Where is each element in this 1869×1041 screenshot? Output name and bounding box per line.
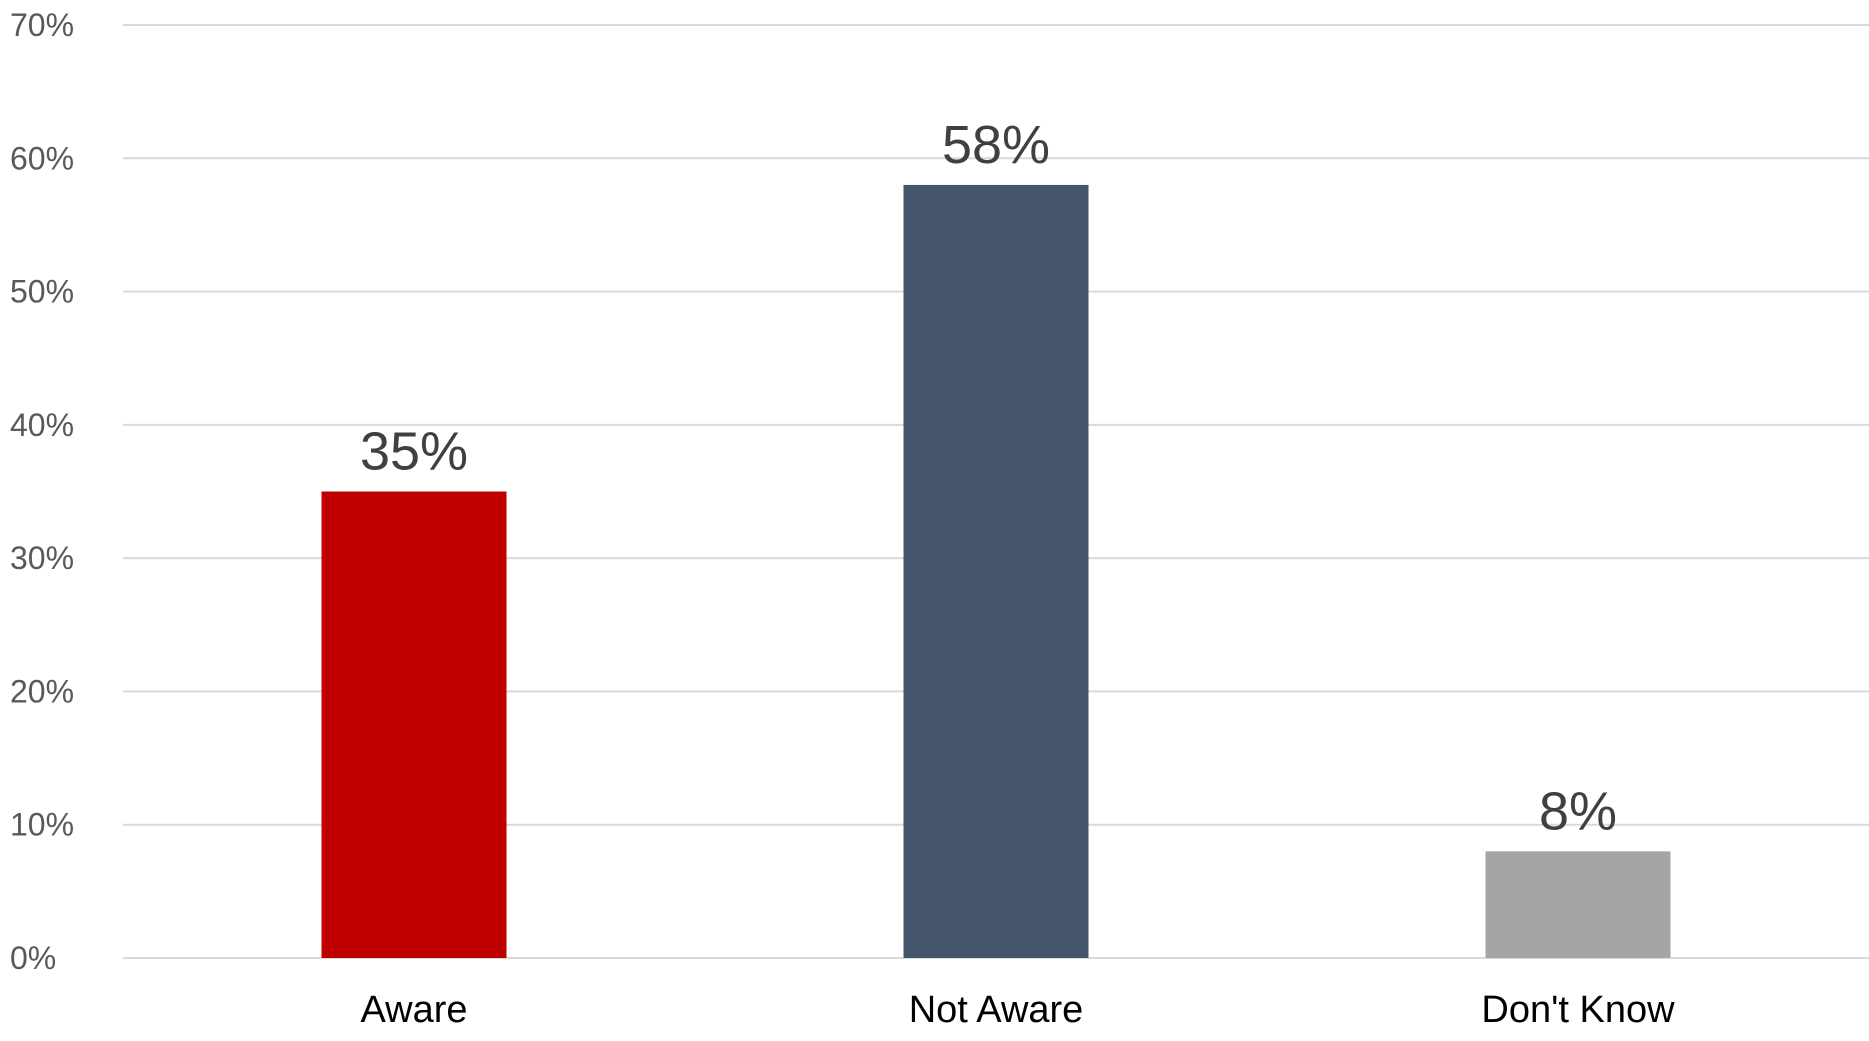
y-tick-label: 30% <box>10 540 74 576</box>
category-label: Don't Know <box>1481 989 1675 1031</box>
bars <box>321 184 1671 958</box>
y-tick-label: 70% <box>10 7 74 43</box>
data-label: 35% <box>360 422 468 482</box>
y-tick-label: 20% <box>10 673 74 709</box>
category-label: Aware <box>360 989 467 1031</box>
bar-2 <box>1485 851 1671 958</box>
x-axis-category-labels: Aware Not Aware Don't Know <box>360 989 1675 1031</box>
data-label: 58% <box>942 115 1050 175</box>
y-tick-label: 50% <box>10 274 74 310</box>
y-tick-label: 60% <box>10 140 74 176</box>
bar-0 <box>321 491 507 958</box>
data-label: 8% <box>1539 781 1617 841</box>
y-tick-label: 0% <box>10 940 56 976</box>
y-axis-tick-labels: 0% 10% 20% 30% 40% 50% 60% 70% <box>10 7 74 976</box>
category-label: Not Aware <box>909 989 1084 1031</box>
bar-1 <box>903 184 1089 958</box>
data-labels: 35% 58% 8% <box>360 115 1617 841</box>
y-tick-label: 40% <box>10 407 74 443</box>
y-tick-label: 10% <box>10 807 74 843</box>
